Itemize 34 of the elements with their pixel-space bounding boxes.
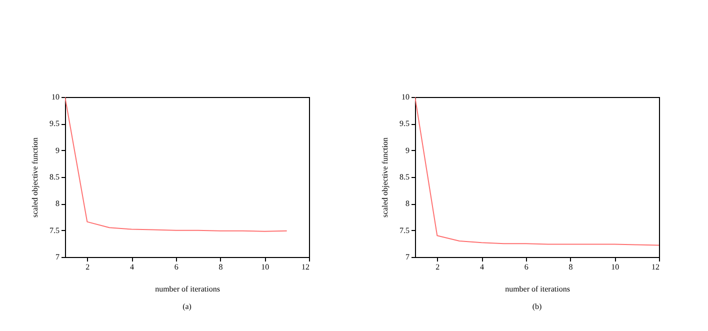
text: (a)	[182, 302, 192, 311]
y-tick-label: 7	[406, 252, 410, 262]
y-tick-label: 9.5	[50, 119, 60, 128]
y-tick-label: 8	[56, 199, 60, 208]
y-tick-label: 8	[406, 199, 410, 208]
y-tick-label: 7	[56, 252, 60, 262]
y-tick-label: 9	[406, 146, 410, 155]
y-tick-label: 10	[402, 92, 410, 102]
y-axis-title: scaled objective function	[30, 138, 40, 218]
y-tick-label: 9.5	[400, 119, 410, 128]
x-tick-label: 12	[302, 262, 310, 272]
line-series	[415, 97, 659, 246]
x-axis-title: number of iterations	[505, 284, 570, 294]
line-series	[65, 97, 288, 232]
x-tick-label: 12	[652, 262, 660, 272]
x-tick-label: 10	[611, 262, 620, 272]
y-tick-label: 8.5	[400, 172, 410, 182]
y-tick-label: 10	[52, 92, 60, 102]
x-tick-label: 8	[218, 262, 223, 272]
y-tick-label: 7.5	[400, 226, 410, 235]
y-tick-label: 8.5	[50, 172, 60, 182]
x-tick-label: 8	[568, 262, 573, 272]
y-tick-label: 9	[56, 146, 60, 155]
y-tick-label: 7.5	[50, 226, 60, 235]
x-tick-label: 2	[86, 262, 90, 272]
x-tick-label: 10	[261, 262, 270, 272]
y-axis-title: scaled objective function	[380, 138, 390, 218]
x-tick-label: 4	[480, 262, 484, 272]
x-tick-label: 2	[436, 262, 440, 272]
x-tick-label: 4	[130, 262, 134, 272]
x-axis-title: number of iterations	[155, 284, 220, 294]
text: (b)	[532, 302, 542, 311]
x-tick-label: 6	[174, 262, 178, 272]
x-tick-label: 6	[524, 262, 528, 272]
